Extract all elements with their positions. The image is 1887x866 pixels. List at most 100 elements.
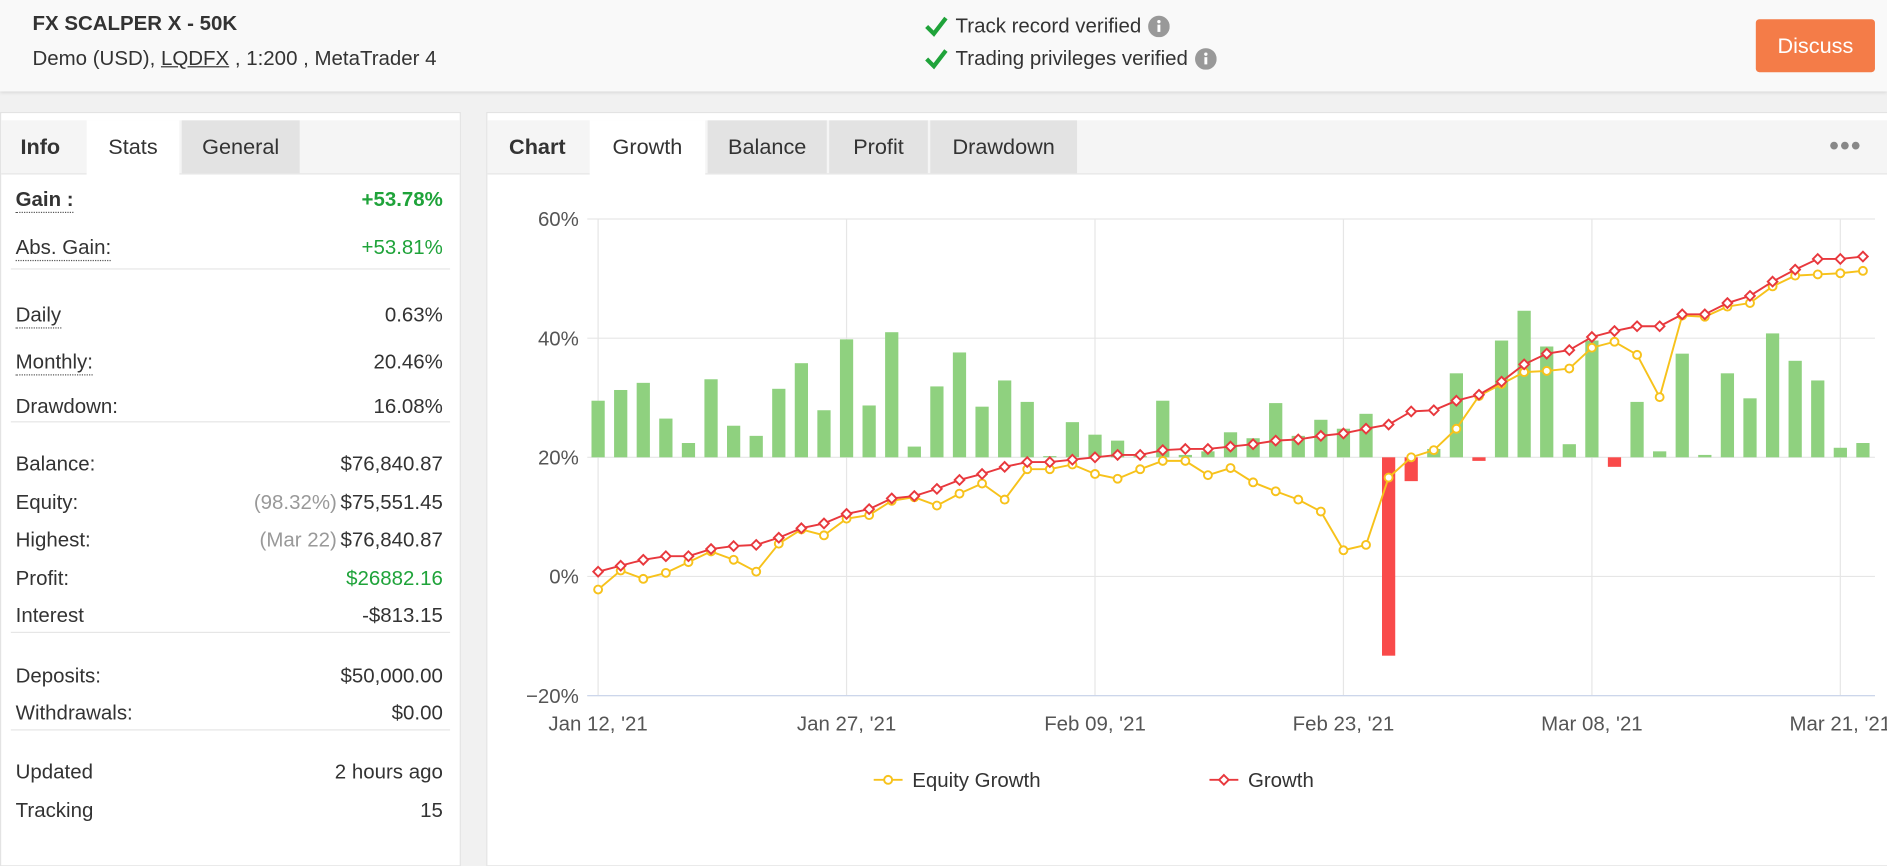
legend-label[interactable]: Equity Growth [912,769,1040,792]
tab[interactable]: General [181,120,300,174]
stat-value-wrap: +53.81% [362,236,443,260]
stat-value: +53.81% [361,235,443,259]
marker [1066,453,1079,466]
marker [1225,463,1236,473]
bar [1494,340,1509,458]
tab[interactable]: Stats [86,120,180,175]
marker [1090,469,1100,479]
bar [772,388,786,458]
line [597,255,1864,573]
y-tick-label: −20% [526,685,579,708]
tab[interactable]: Chart [509,134,566,159]
bar [1540,346,1554,458]
tab[interactable]: Balance [707,120,827,174]
bar [1382,457,1396,656]
marker [1088,451,1102,464]
marker [840,507,853,521]
tab[interactable]: Growth [589,120,706,175]
stat-row: Gain : +53.78% [15,185,443,214]
bar [659,418,673,458]
stat-label: Daily [15,303,62,328]
x-tick-label: Jan 12, '21 [548,712,647,735]
stat-value-wrap: $26882.16 [346,567,443,591]
y-tick-label: 0% [549,566,579,589]
stat-value: -$813.15 [362,604,443,627]
bar [591,400,605,458]
stat-row: Withdrawals: $0.00 [16,699,443,728]
marker [1654,392,1665,403]
verified-text: Trading privileges verified [955,46,1188,70]
stat-row: Daily 0.63% [15,301,443,330]
tab[interactable]: Info [20,134,61,159]
stat-label: Monthly: [15,350,93,375]
bar [681,443,696,458]
bar [1517,310,1531,458]
broker-link[interactable]: LQDFX [160,46,230,70]
stat-value-wrap: (Mar 22) $76,840.87 [260,528,443,552]
title: FX SCALPER X - 50K [32,12,238,35]
stat-row: Balance: $76,840.87 [16,450,443,479]
bar [1404,457,1418,482]
stat-label: Equity: [15,491,79,514]
bar [1788,360,1802,458]
marker [1202,470,1213,481]
marker [1361,539,1371,550]
marker [1270,486,1281,497]
marker [953,473,966,487]
bar [1607,457,1622,467]
marker [1224,440,1237,453]
bar [1743,398,1757,458]
stat-value: $76,840.87 [340,528,443,552]
details: , 1:200 , MetaTrader 4 [234,46,437,70]
info-icon[interactable] [1195,48,1217,70]
stat-label: Deposits: [15,664,101,688]
marker [998,460,1011,474]
separator [10,268,451,270]
bar [1675,353,1689,458]
marker [1337,427,1350,440]
legend-label[interactable]: Growth [1248,769,1314,792]
tab[interactable]: Profit [829,120,928,174]
marker [1540,347,1553,360]
bar [975,406,989,458]
marker [1383,472,1394,483]
stat-label: Interest [15,604,84,627]
bar [998,380,1012,458]
marker [660,567,671,578]
marker [1315,506,1326,517]
discuss-button[interactable]: Discuss [1755,19,1875,73]
marker [1135,464,1146,475]
marker [659,550,673,563]
stat-label: Highest: [15,528,91,552]
bar [636,382,650,458]
bar [1698,454,1712,458]
stat-value-wrap: 0.63% [385,303,443,327]
stat-label: Updated [15,760,94,784]
stat-value: 0.63% [384,303,443,327]
marker [772,531,785,544]
stat-row: Drawdown: 16.08% [16,392,443,421]
info-icon[interactable] [1148,15,1171,38]
stat-value: $76,840.87 [340,452,443,476]
marker [1428,445,1439,456]
stat-value-wrap: $0.00 [392,702,443,726]
marker [1743,289,1757,303]
marker [728,554,739,565]
separator [10,421,451,423]
stat-row: Updated 2 hours ago [16,758,443,787]
tab[interactable]: Drawdown [930,120,1078,174]
marker [1314,429,1328,443]
marker [1721,296,1734,310]
marker [727,539,740,553]
menu-icon[interactable] [1829,140,1863,152]
marker [1021,455,1034,469]
marker [1269,434,1282,447]
marker [977,478,988,489]
bar [817,410,831,458]
y-tick-label: 60% [538,208,579,231]
stat-note: (Mar 22) [259,528,337,552]
stat-row: Abs. Gain: +53.81% [15,233,443,262]
bar [1585,340,1599,458]
marker [1609,336,1620,347]
